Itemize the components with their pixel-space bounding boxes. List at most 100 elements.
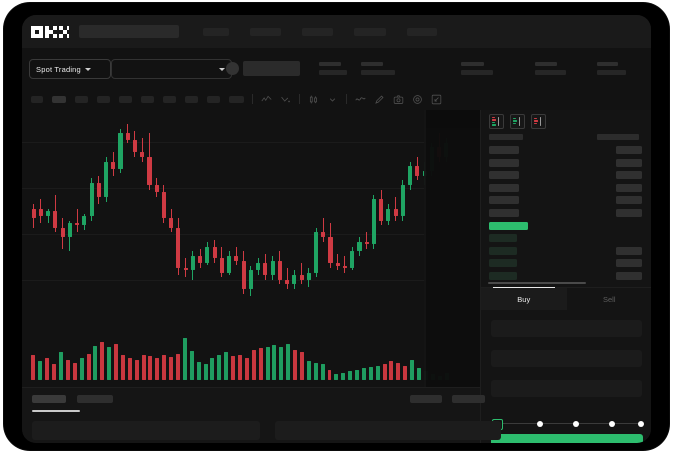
candle [140,110,145,310]
volume-bar [368,366,373,380]
timeframe-5[interactable] [119,95,132,103]
okx-logo[interactable] [31,25,69,38]
orderbook-bids-icon[interactable] [510,114,525,129]
drawing-pencil-icon[interactable] [374,94,385,105]
order-book-row-bid[interactable] [489,271,646,280]
order-book-price [489,183,519,192]
line-chart-icon[interactable] [355,94,366,105]
timeframe-4[interactable] [97,95,110,103]
timeframe-2[interactable] [52,95,66,103]
tab-sell[interactable]: Sell [602,294,616,304]
order-book-row-bid[interactable] [489,259,646,268]
volume-bar [217,355,222,380]
timeframe-10[interactable] [229,95,244,103]
candle [386,110,391,310]
order-book-mark-price[interactable] [489,221,646,230]
tab-buy[interactable]: Buy [481,287,567,310]
coin-avatar [226,62,239,75]
nav-item-5[interactable] [407,27,437,36]
volume-bar [127,358,132,380]
indicators-icon[interactable] [261,94,272,105]
volume-bar [182,338,187,380]
slider-node-75[interactable] [609,420,615,427]
volume-bar [258,348,263,380]
stat-24h-turnover [597,62,626,75]
orderbook-asks-icon[interactable] [531,114,546,129]
candle-type-icon[interactable] [308,94,319,105]
volume-bar [396,362,401,380]
candle [227,110,232,310]
nav-item-4[interactable] [354,27,386,36]
timeframe-6[interactable] [141,95,154,103]
timeframe-8[interactable] [185,95,198,103]
volume-bar [272,345,277,380]
toolbar-divider [252,94,253,104]
candle [270,110,275,310]
slider-node-25[interactable] [537,420,543,427]
order-book-row-ask[interactable] [489,208,646,217]
stat-24h-low [461,62,493,75]
order-book-row-bid[interactable] [489,234,646,243]
timeframe-7[interactable] [163,95,176,103]
candle [104,110,109,310]
candle [328,110,333,310]
order-price-field[interactable] [491,320,642,337]
amount-percent-slider[interactable] [492,419,644,430]
timeframe-9[interactable] [207,95,220,103]
nav-item-1[interactable] [203,27,229,36]
global-search-input[interactable] [79,25,179,38]
timeframe-3[interactable] [75,95,88,103]
volume-bar [293,349,298,380]
price-chart[interactable] [22,110,480,387]
order-book-row-ask[interactable] [489,158,646,167]
order-book-row-ask[interactable] [489,171,646,180]
candle [321,110,326,310]
settings-gear-icon[interactable] [412,94,423,105]
order-amount-field[interactable] [491,350,642,367]
candle [67,110,72,310]
fullscreen-icon[interactable] [431,94,442,105]
candle [234,110,239,310]
order-book-price [489,146,519,154]
orderbook-both-icon[interactable] [489,114,504,129]
candle [285,110,290,310]
candlestick-series [30,110,450,310]
order-book-row-ask[interactable] [489,183,646,192]
submit-buy-button[interactable] [491,434,643,443]
candle [96,110,101,310]
order-book-row-ask[interactable] [489,196,646,205]
slider-node-50[interactable] [573,420,579,427]
order-book-scrollbar[interactable] [488,282,586,284]
compare-icon[interactable] [280,94,291,105]
volume-bar [355,369,360,380]
action-cancel-all[interactable] [452,395,485,403]
timeframe-1[interactable] [31,95,43,103]
candle [400,110,405,310]
action-hide-other-pairs[interactable] [410,395,442,403]
volume-series [30,338,450,380]
tab-order-history[interactable] [77,395,113,403]
candle [350,110,355,310]
order-book-row-bid[interactable] [489,246,646,255]
candle [60,110,65,310]
trading-pair-selector[interactable] [111,59,232,79]
volume-bar [203,364,208,380]
volume-bar [134,359,139,380]
top-navigation-bar [22,15,651,48]
tab-open-orders[interactable] [32,395,66,403]
nav-item-2[interactable] [250,27,281,36]
stat-24h-high [361,62,395,75]
nav-item-3[interactable] [302,27,333,36]
order-total-field[interactable] [491,380,642,397]
camera-icon[interactable] [393,94,404,105]
chevron-down-icon[interactable] [327,94,338,105]
slider-node-100[interactable] [638,420,644,427]
volume-bar [251,349,256,380]
order-book-row-ask[interactable] [489,146,646,154]
volume-bar [313,362,318,380]
candle [205,110,210,310]
order-book-price [489,208,519,217]
candle [364,110,369,310]
trading-mode-selector[interactable]: Spot Trading [29,59,111,79]
volume-bar [141,354,146,380]
